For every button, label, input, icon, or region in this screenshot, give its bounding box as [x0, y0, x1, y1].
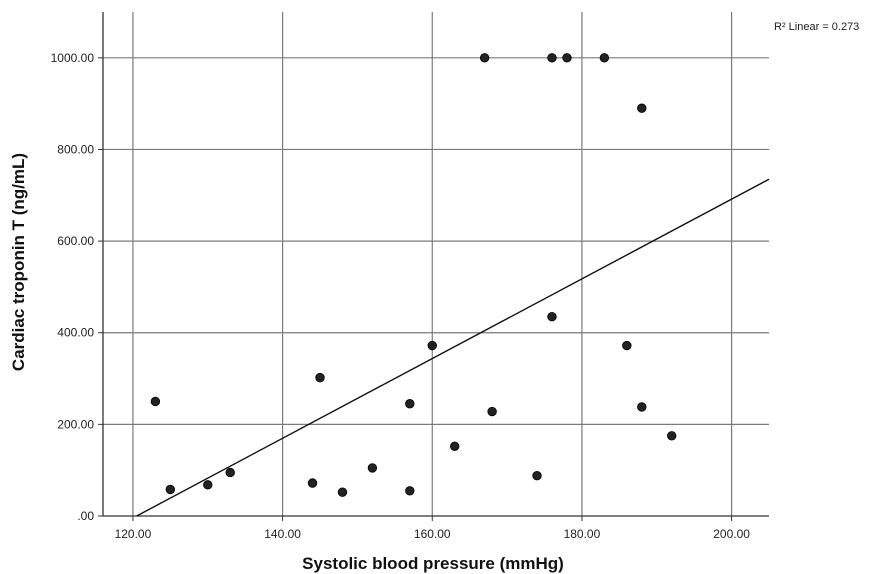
y-axis-label: Cardiac troponin T (ng/mL) — [9, 153, 28, 371]
data-point — [479, 53, 490, 63]
y-tick-label: 200.00 — [57, 417, 94, 431]
data-point — [637, 402, 647, 412]
fit-line-group — [136, 178, 770, 517]
x-tick-label: 160.00 — [414, 527, 451, 541]
data-point — [427, 340, 437, 351]
x-tick-label: 180.00 — [564, 527, 601, 541]
data-point — [487, 406, 497, 417]
data-point — [532, 470, 542, 481]
data-point — [405, 486, 415, 496]
data-point — [637, 103, 647, 113]
data-point — [562, 53, 572, 63]
data-point — [315, 372, 325, 383]
data-point — [337, 487, 348, 497]
y-tick-label: 800.00 — [57, 142, 94, 156]
axes — [98, 12, 769, 521]
r2-annotation: R² Linear = 0.273 — [774, 21, 859, 33]
data-point — [450, 441, 460, 452]
data-point — [367, 463, 378, 473]
data-points — [150, 53, 677, 497]
y-tick-label: .00 — [77, 509, 94, 523]
data-point — [203, 480, 213, 490]
data-point — [599, 53, 610, 63]
data-point — [150, 396, 161, 407]
data-point — [547, 53, 557, 63]
tick-labels: 120.00 140.00 160.00 180.00 200.00 .00 200.00 4… — [51, 51, 751, 541]
x-tick-label: 140.00 — [264, 527, 301, 541]
data-point — [667, 431, 677, 441]
data-point — [622, 340, 632, 351]
gridlines — [103, 12, 769, 516]
data-point — [405, 399, 415, 409]
y-tick-label: 1000.00 — [51, 51, 95, 65]
x-tick-label: 120.00 — [115, 527, 152, 541]
x-tick-label: 200.00 — [713, 527, 750, 541]
data-point — [165, 484, 176, 495]
fit-line — [136, 178, 770, 517]
data-point — [307, 478, 318, 488]
y-tick-label: 400.00 — [57, 326, 94, 340]
data-point — [225, 467, 235, 478]
x-axis-label: Systolic blood pressure (mmHg) — [302, 554, 564, 573]
data-point — [547, 311, 557, 322]
y-tick-label: 600.00 — [57, 234, 94, 248]
